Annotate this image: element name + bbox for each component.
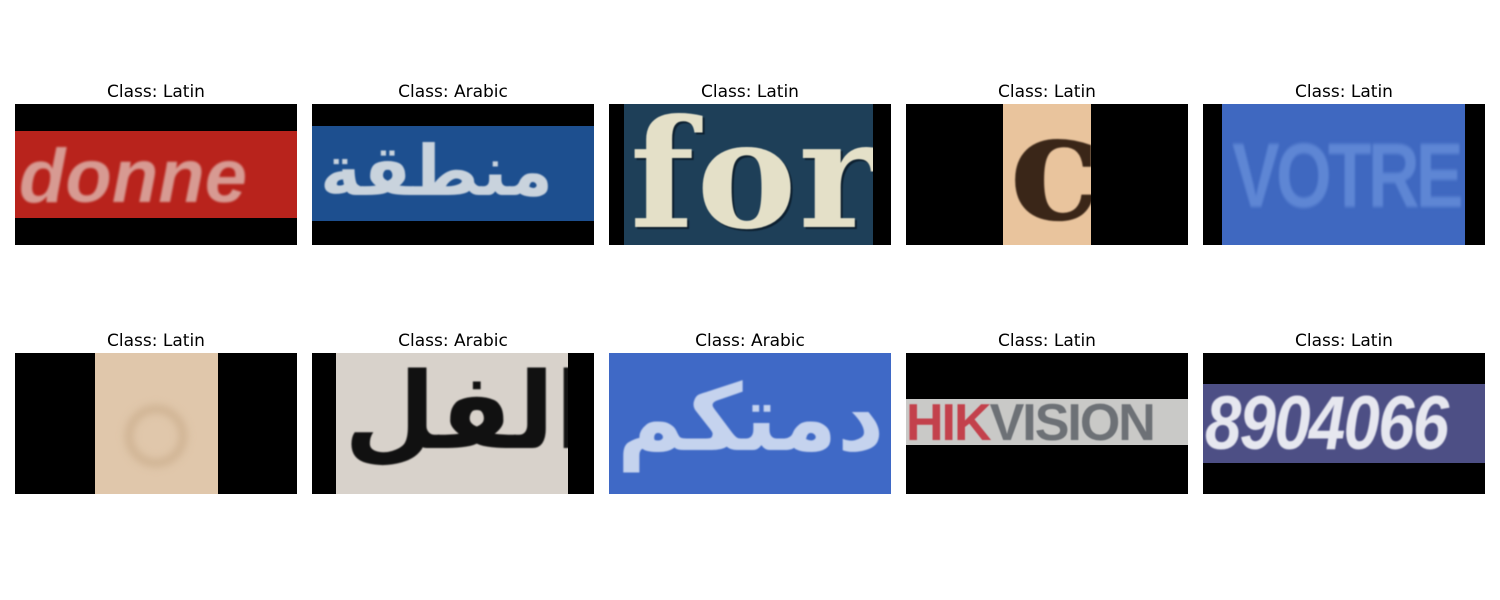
sample-image: c [906,104,1188,245]
hik-text: HIK [906,399,992,445]
sample-image: HIKVISION [906,353,1188,494]
sample-image-text: VOTRE [1232,125,1464,227]
sample-image-text: HIKVISION [906,399,1156,445]
sample-title: Class: Arabic [398,82,508,102]
sample-title: Class: Arabic [398,331,508,351]
blurred-glyph [125,405,187,467]
sample-image: الفل [312,353,594,494]
sample-title: Class: Latin [1295,82,1393,102]
sample-title: Class: Latin [998,82,1096,102]
sample-image-text: c [1009,104,1091,245]
sample-image: for [609,104,891,245]
sample-image-text: دمتكم [617,365,885,472]
sample-title: Class: Latin [107,331,205,351]
sample-title: Class: Latin [701,82,799,102]
sample-image-text: منطقة [320,130,553,212]
sample-image-text: الفل [344,353,568,473]
sample-image: VOTRE [1203,104,1485,245]
sample-image: منطقة [312,104,594,245]
sample-image-text: for [630,104,873,245]
sample-image: donne [15,104,297,245]
sample-image [15,353,297,494]
sample-image-text: 8904066 [1205,384,1449,463]
sample-title: Class: Arabic [695,331,805,351]
sample-title: Class: Latin [1295,331,1393,351]
sample-image: دمتكم [609,353,891,494]
vision-text: VISION [989,399,1156,445]
sample-image-text: donne [19,134,247,218]
sample-image: 8904066 [1203,353,1485,494]
sample-title: Class: Latin [107,82,205,102]
sample-title: Class: Latin [998,331,1096,351]
